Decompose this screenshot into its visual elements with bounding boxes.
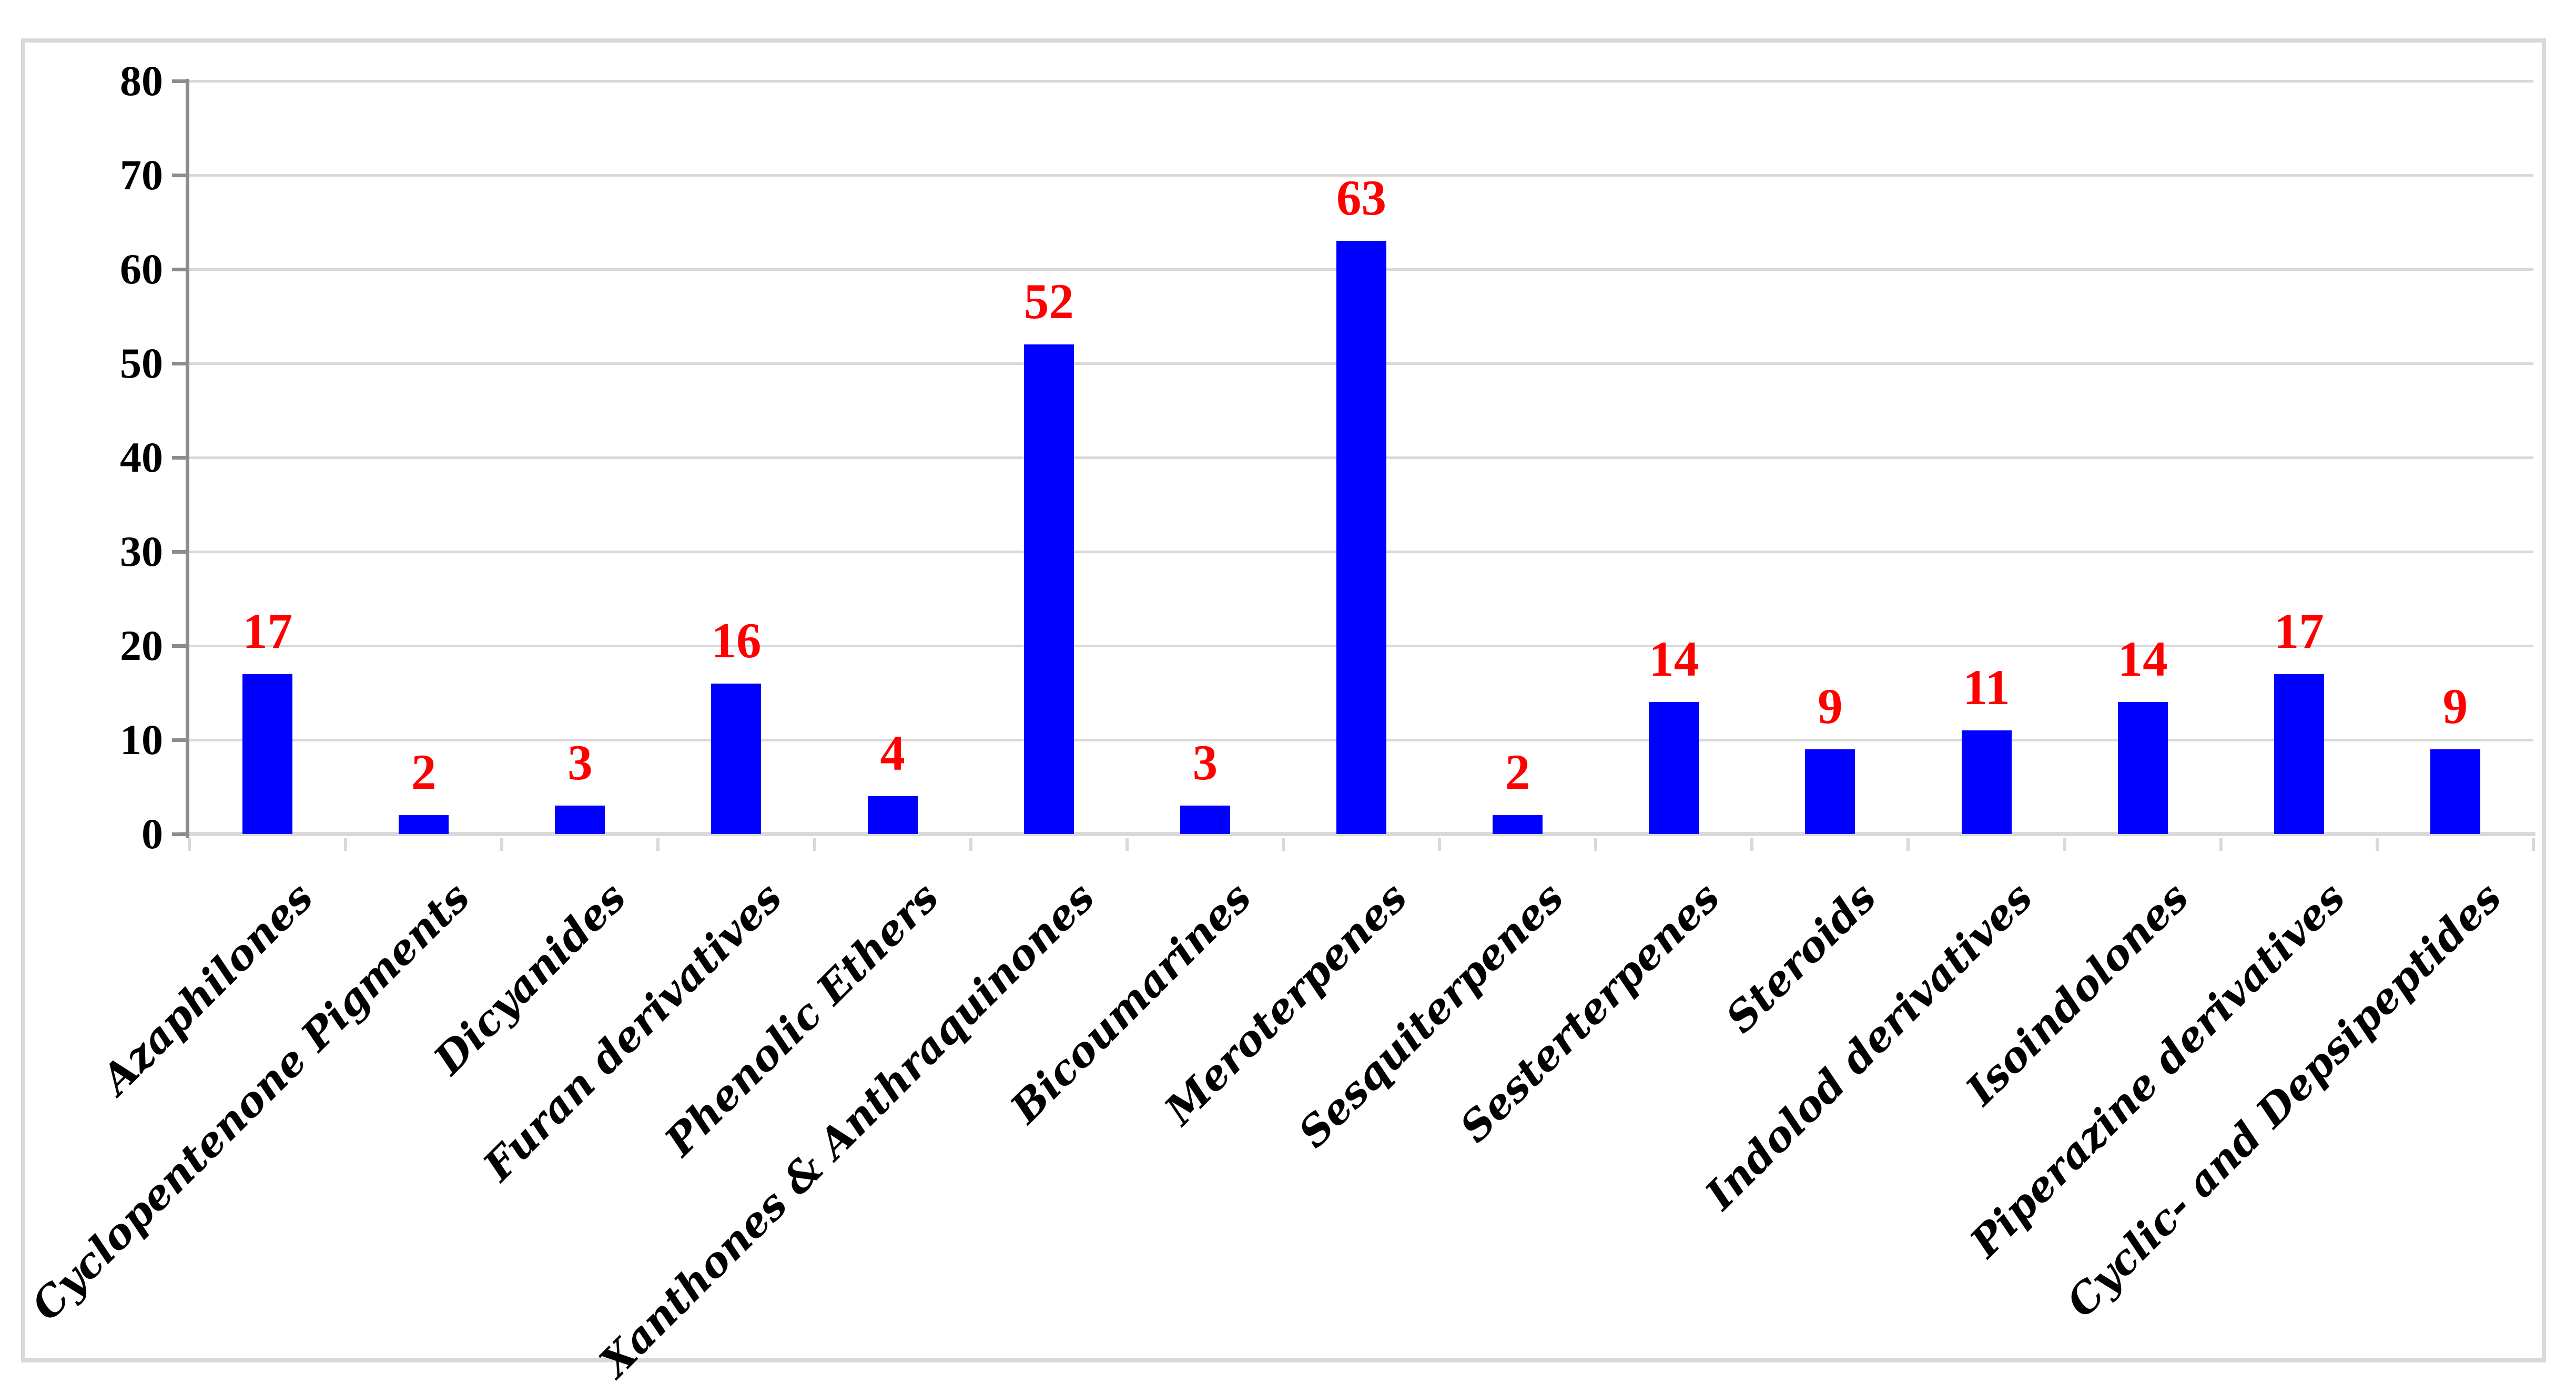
value-axis-tick-label: 50 [120,339,163,387]
value-axis-tick-label: 0 [141,810,163,858]
category-label: Steroids [1716,873,1886,1042]
gridline-70 [189,174,2533,177]
value-axis-tick-20 [172,644,186,648]
bar-meroterpenes [1336,241,1386,834]
category-axis-tick [2375,838,2379,851]
bar-piperazine-derivatives [2274,674,2324,834]
category-axis-tick [969,838,972,851]
bar-value-label: 9 [2442,678,2468,734]
value-axis-tick-label: 30 [120,527,163,575]
category-axis-tick [1750,838,1754,851]
category-axis-line [181,832,2536,836]
value-axis-tick-label: 20 [120,622,163,669]
bar-value-label: 14 [2117,631,2168,687]
bar-value-label: 2 [411,744,437,800]
bar-steroids [1805,749,1855,834]
bar-indolod-derivatives [1961,730,2012,834]
bar-value-label: 2 [1505,744,1530,800]
value-axis-tick-30 [172,550,186,554]
category-axis-tick [2532,838,2535,851]
category-label: Sesterterpenes [1451,873,1729,1152]
value-axis-tick-label: 60 [120,245,163,293]
bar-value-label: 63 [1336,170,1386,226]
value-axis-tick-50 [172,361,186,365]
value-axis-tick-60 [172,267,186,271]
value-axis-tick-label: 70 [120,151,163,199]
value-axis-tick-70 [172,173,186,177]
gridline-80 [189,79,2533,83]
value-axis-tick-label: 10 [120,716,163,764]
category-axis-tick [2063,838,2066,851]
bar-sesterterpenes [1649,702,1699,834]
bar-bicoumarines [1180,806,1230,834]
value-axis-line [186,79,189,838]
category-axis-tick [188,838,191,851]
bar-value-label: 17 [242,603,293,659]
value-axis-tick-0 [172,832,186,836]
category-axis-tick [1281,838,1285,851]
bar-value-label: 17 [2274,603,2324,659]
bar-value-label: 11 [1963,659,2010,716]
bar-value-label: 3 [567,735,593,791]
category-axis-tick [1594,838,1598,851]
bar-isoindolones [2117,702,2168,834]
value-axis-tick-label: 40 [120,433,163,481]
bar-value-label: 3 [1192,735,1218,791]
category-label: Sesquiterpenes [1289,873,1573,1157]
bar-value-label: 14 [1649,631,1699,687]
value-axis-tick-80 [172,79,186,83]
bar-phenolic-ethers [867,796,918,834]
category-label: Furan derivatives [474,873,792,1191]
value-axis-tick-10 [172,738,186,742]
bar-cyclopentenone-pigments [399,815,449,834]
category-axis-tick [656,838,660,851]
bar-value-label: 52 [1023,273,1074,330]
category-axis-tick [500,838,504,851]
bar-xanthones-anthraquinones [1023,344,1074,834]
bar-value-label: 16 [711,612,762,668]
category-label: Phenolic Ethers [655,873,948,1166]
bar-value-label: 4 [880,725,905,781]
category-axis-tick [813,838,816,851]
category-axis-tick [344,838,348,851]
category-axis-tick [1906,838,1910,851]
bar-azaphilones [242,674,293,834]
bar-furan-derivatives [711,683,762,834]
bar-dicyanides [555,806,605,834]
category-axis-tick [2219,838,2223,851]
category-axis-tick [1438,838,1442,851]
value-axis-tick-label: 80 [120,57,163,105]
bar-value-label: 9 [1818,678,1843,734]
category-label: Indolod derivatives [1696,873,2042,1219]
chart-outer-border [21,38,2546,1362]
category-axis-tick [1125,838,1129,851]
bar-sesquiterpenes [1493,815,1543,834]
value-axis-tick-40 [172,455,186,460]
bar-cyclic-and-depsipeptides [2430,749,2480,834]
